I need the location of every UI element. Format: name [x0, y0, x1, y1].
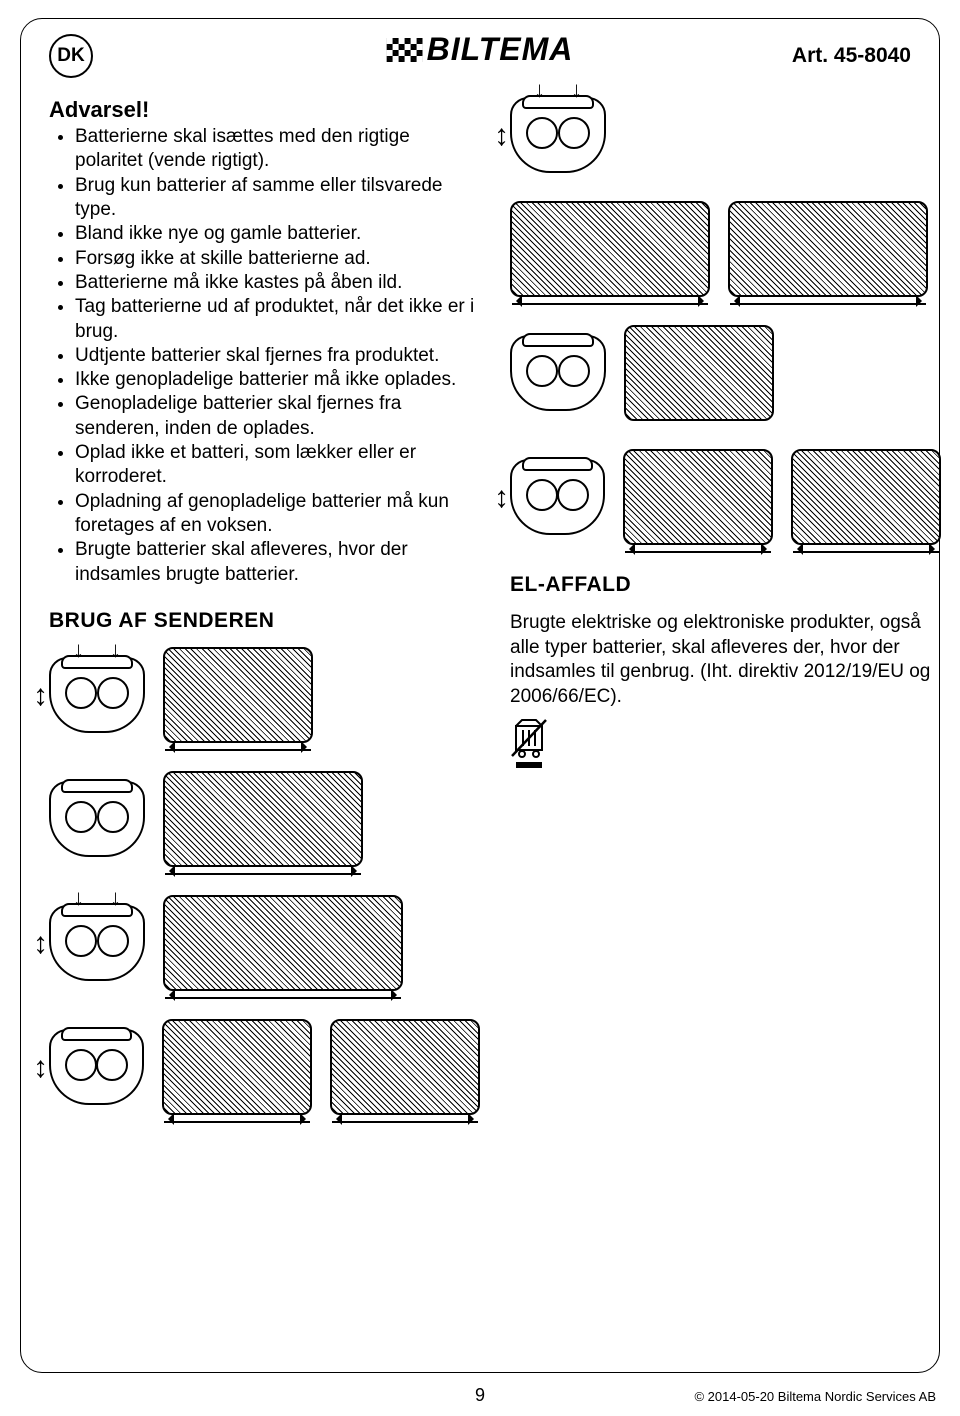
diagram-row-left-3: ↓ ↓ ↕ — [49, 895, 480, 991]
arrow-down-icon: ↓ — [571, 77, 582, 103]
warning-item: Udtjente batterier skal fjernes fra prod… — [75, 344, 480, 368]
warning-item: Brug kun batterier af samme eller tilsva… — [75, 174, 480, 223]
ewaste-heading: EL-AFFALD — [510, 573, 941, 597]
arrow-updown-icon: ↕ — [33, 679, 48, 713]
vehicle-diagram — [163, 771, 363, 867]
warning-item: Bland ikke nye og gamle batterier. — [75, 222, 480, 246]
arrow-down-icon: ↓ — [110, 637, 121, 663]
diagram-row-left-4: ↕ — [49, 1019, 480, 1115]
arrow-updown-icon: ↕ — [494, 119, 509, 153]
diagram-row-right-3 — [510, 325, 941, 421]
diagram-row-left-2 — [49, 771, 480, 867]
brand-logo: BILTEMA — [387, 31, 574, 68]
controller-icon: ↓ ↓ ↕ — [510, 97, 606, 173]
controller-icon: ↕ — [510, 459, 605, 535]
arrow-down-icon: ↓ — [73, 637, 84, 663]
brand-text: BILTEMA — [427, 31, 574, 68]
vehicle-diagram — [791, 449, 941, 545]
diagram-row-right-2 — [510, 201, 941, 297]
weee-icon — [510, 718, 941, 775]
diagram-row-left-1: ↓ ↓ ↕ — [49, 647, 480, 743]
page-frame: DK BILTEMA Art. 45-8040 Advarsel! Batter… — [20, 18, 940, 1373]
arrow-updown-icon: ↕ — [33, 1051, 48, 1085]
copyright-text: © 2014-05-20 Biltema Nordic Services AB — [694, 1389, 936, 1404]
transmitter-heading: BRUG AF SENDEREN — [49, 609, 480, 633]
arrow-updown-icon: ↕ — [494, 481, 509, 515]
arrow-down-icon: ↓ — [110, 885, 121, 911]
warning-item: Batterierne må ikke kastes på åben ild. — [75, 271, 480, 295]
warning-item: Opladning af genopladelige batterier må … — [75, 490, 480, 539]
page-header: DK BILTEMA Art. 45-8040 — [49, 33, 911, 79]
warning-item: Brugte batterier skal afleveres, hvor de… — [75, 538, 480, 587]
vehicle-diagram — [624, 325, 774, 421]
checker-icon — [387, 38, 423, 62]
vehicle-diagram — [163, 647, 313, 743]
content-columns: Advarsel! Batterierne skal isættes med d… — [49, 97, 911, 1143]
arrow-down-icon: ↓ — [534, 77, 545, 103]
warning-title: Advarsel! — [49, 97, 480, 123]
vehicle-diagram — [728, 201, 928, 297]
ewaste-body: Brugte elektriske og elektroniske produk… — [510, 611, 941, 710]
warning-item: Ikke genopladelige batterier må ikke opl… — [75, 368, 480, 392]
language-badge: DK — [49, 34, 93, 78]
arrow-down-icon: ↓ — [73, 885, 84, 911]
warning-list: Batterierne skal isættes med den rigtige… — [49, 125, 480, 587]
arrow-updown-icon: ↕ — [33, 927, 48, 961]
vehicle-diagram — [163, 895, 403, 991]
controller-icon — [49, 781, 145, 857]
controller-icon: ↕ — [49, 1029, 144, 1105]
diagram-row-right-1: ↓ ↓ ↕ — [510, 97, 941, 173]
controller-icon — [510, 335, 606, 411]
vehicle-diagram — [330, 1019, 480, 1115]
warning-item: Oplad ikke et batteri, som lækker eller … — [75, 441, 480, 490]
controller-icon: ↓ ↓ ↕ — [49, 905, 145, 981]
diagram-row-right-4: ↕ — [510, 449, 941, 545]
article-number: Art. 45-8040 — [792, 44, 911, 68]
vehicle-diagram — [510, 201, 710, 297]
column-right: ↓ ↓ ↕ ↕ — [510, 97, 941, 1143]
vehicle-diagram — [162, 1019, 312, 1115]
warning-item: Tag batterierne ud af produktet, når det… — [75, 295, 480, 344]
controller-icon: ↓ ↓ ↕ — [49, 657, 145, 733]
column-left: Advarsel! Batterierne skal isættes med d… — [49, 97, 480, 1143]
vehicle-diagram — [623, 449, 773, 545]
warning-item: Forsøg ikke at skille batterierne ad. — [75, 247, 480, 271]
warning-item: Genopladelige batterier skal fjernes fra… — [75, 392, 480, 441]
warning-item: Batterierne skal isættes med den rigtige… — [75, 125, 480, 174]
page-number: 9 — [475, 1385, 485, 1406]
